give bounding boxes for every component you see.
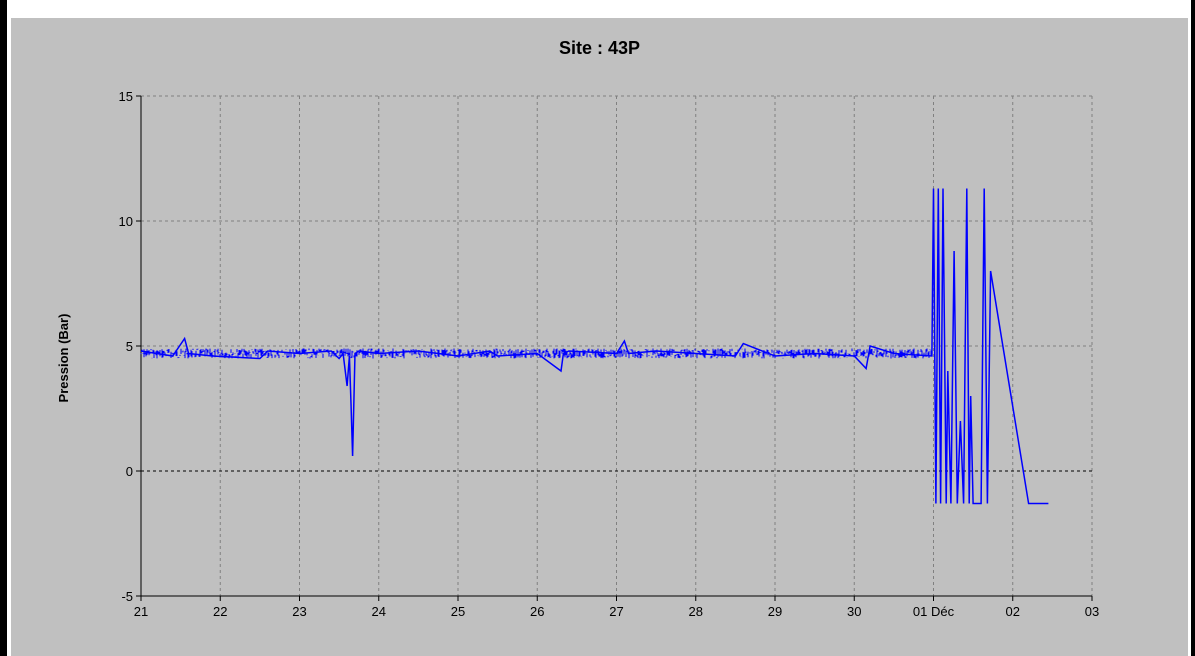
x-tick-label: 25 bbox=[451, 604, 465, 619]
y-tick-labels: -5 0 5 10 15 bbox=[119, 89, 133, 604]
y-tick-label: 15 bbox=[119, 89, 133, 104]
axes bbox=[136, 95, 1093, 601]
x-tick-label: 03 bbox=[1085, 604, 1099, 619]
y-tick-label: 10 bbox=[119, 214, 133, 229]
window-frame-left bbox=[0, 0, 7, 656]
series-line bbox=[140, 188, 1049, 505]
x-tick-label: 26 bbox=[530, 604, 544, 619]
x-tick-label: 23 bbox=[292, 604, 306, 619]
x-tick-label: 22 bbox=[213, 604, 227, 619]
window-frame-right bbox=[1191, 0, 1195, 656]
x-tick-label: 30 bbox=[847, 604, 861, 619]
x-tick-label: 01 Déc bbox=[913, 604, 955, 619]
y-tick-label: 0 bbox=[126, 464, 133, 479]
chart-title: Site : 43P bbox=[558, 38, 641, 58]
x-tick-labels: 21 22 23 24 25 26 27 28 29 30 01 Déc 02 03 bbox=[134, 604, 1099, 619]
series-noise bbox=[140, 348, 932, 359]
x-tick-label: 28 bbox=[689, 604, 703, 619]
x-tick-label: 29 bbox=[768, 604, 782, 619]
chart-panel bbox=[11, 18, 1188, 656]
series bbox=[140, 188, 1049, 505]
y-tick-label: 5 bbox=[126, 339, 133, 354]
x-tick-label: 02 bbox=[1006, 604, 1020, 619]
y-axis-label: Pression (Bar) bbox=[56, 314, 71, 403]
x-tick-label: 27 bbox=[609, 604, 623, 619]
grid bbox=[141, 95, 1093, 596]
x-tick-label: 24 bbox=[372, 604, 386, 619]
y-tick-label: -5 bbox=[121, 589, 133, 604]
x-tick-label: 21 bbox=[134, 604, 148, 619]
